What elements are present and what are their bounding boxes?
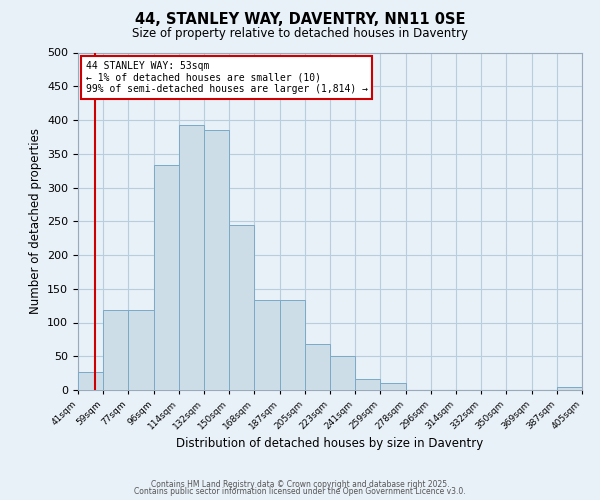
Bar [179, 124, 204, 390]
Bar [355, 378, 380, 390]
Y-axis label: Number of detached properties: Number of detached properties [29, 128, 41, 314]
Bar [154, 165, 179, 390]
Bar [128, 310, 154, 390]
Bar [380, 382, 406, 390]
Bar [229, 224, 254, 390]
Bar [103, 310, 128, 390]
X-axis label: Distribution of detached houses by size in Daventry: Distribution of detached houses by size … [176, 436, 484, 450]
Bar [330, 356, 355, 390]
Text: 44, STANLEY WAY, DAVENTRY, NN11 0SE: 44, STANLEY WAY, DAVENTRY, NN11 0SE [135, 12, 465, 28]
Bar [254, 300, 280, 390]
Text: Size of property relative to detached houses in Daventry: Size of property relative to detached ho… [132, 28, 468, 40]
Bar [557, 386, 582, 390]
Text: Contains public sector information licensed under the Open Government Licence v3: Contains public sector information licen… [134, 488, 466, 496]
Text: Contains HM Land Registry data © Crown copyright and database right 2025.: Contains HM Land Registry data © Crown c… [151, 480, 449, 489]
Text: 44 STANLEY WAY: 53sqm
← 1% of detached houses are smaller (10)
99% of semi-detac: 44 STANLEY WAY: 53sqm ← 1% of detached h… [86, 61, 368, 94]
Bar [280, 300, 305, 390]
Bar [78, 372, 103, 390]
Bar [305, 344, 330, 390]
Bar [204, 130, 229, 390]
